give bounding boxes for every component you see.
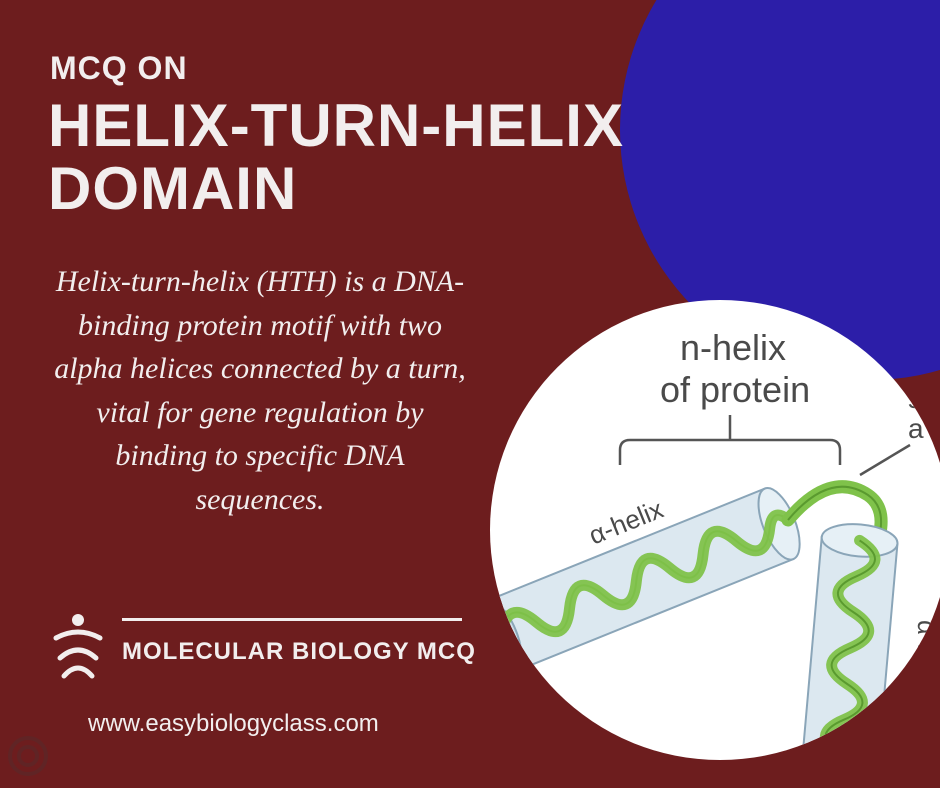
brand-logo-icon — [48, 612, 106, 680]
website-url: www.easybiologyclass.com — [88, 710, 379, 738]
diagram-top-label-2: of protein — [660, 369, 810, 410]
diagram-top-label-1: n-helix — [680, 327, 786, 368]
helix-diagram: n-helix of protein A seq a tu α-helix — [490, 300, 940, 760]
main-title: HELIX-TURN-HELIX DOMAIN — [48, 94, 624, 220]
diagram-bracket — [620, 415, 840, 465]
subtitle-text: MCQ ON — [50, 50, 188, 87]
watermark-icon — [6, 734, 50, 778]
alpha-helix-2 — [801, 521, 899, 760]
title-line-1: HELIX-TURN-HELIX — [48, 92, 624, 159]
diagram-right-label-2: seq — [908, 383, 940, 414]
title-line-2: DOMAIN — [48, 155, 297, 222]
description-text: Helix-turn-helix (HTH) is a DNA-binding … — [50, 260, 470, 521]
alpha-helix-1: α-helix — [490, 449, 808, 677]
infographic-canvas: MCQ ON HELIX-TURN-HELIX DOMAIN Helix-tur… — [0, 0, 940, 788]
alpha-helix-2-label: α-helix — [912, 620, 940, 697]
diagram-right-label-3: a tu — [908, 413, 940, 444]
diagram-pointer — [860, 445, 910, 475]
footer-category-label: MOLECULAR BIOLOGY MCQ — [122, 638, 476, 666]
footer-divider — [122, 618, 462, 621]
